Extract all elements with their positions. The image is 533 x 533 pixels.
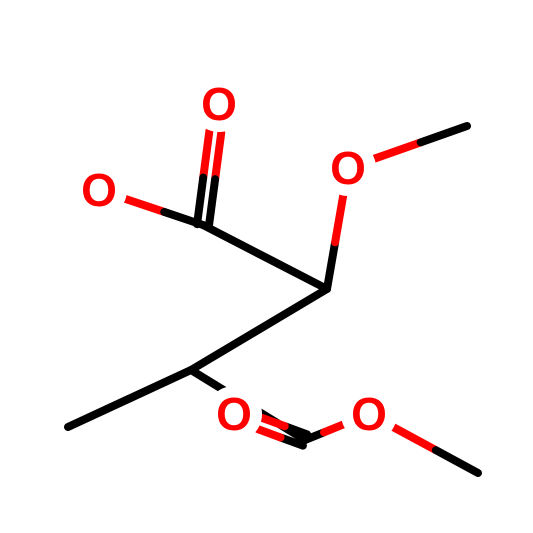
canvas-background [0, 0, 533, 533]
atom-label-O: O [330, 142, 366, 194]
atom-label-O: O [201, 78, 237, 130]
atom-label-O: O [216, 388, 252, 440]
atom-label-O: O [81, 164, 117, 216]
chemical-structure-diagram: O O O O O [0, 0, 533, 533]
atom-label-O: O [351, 388, 387, 440]
